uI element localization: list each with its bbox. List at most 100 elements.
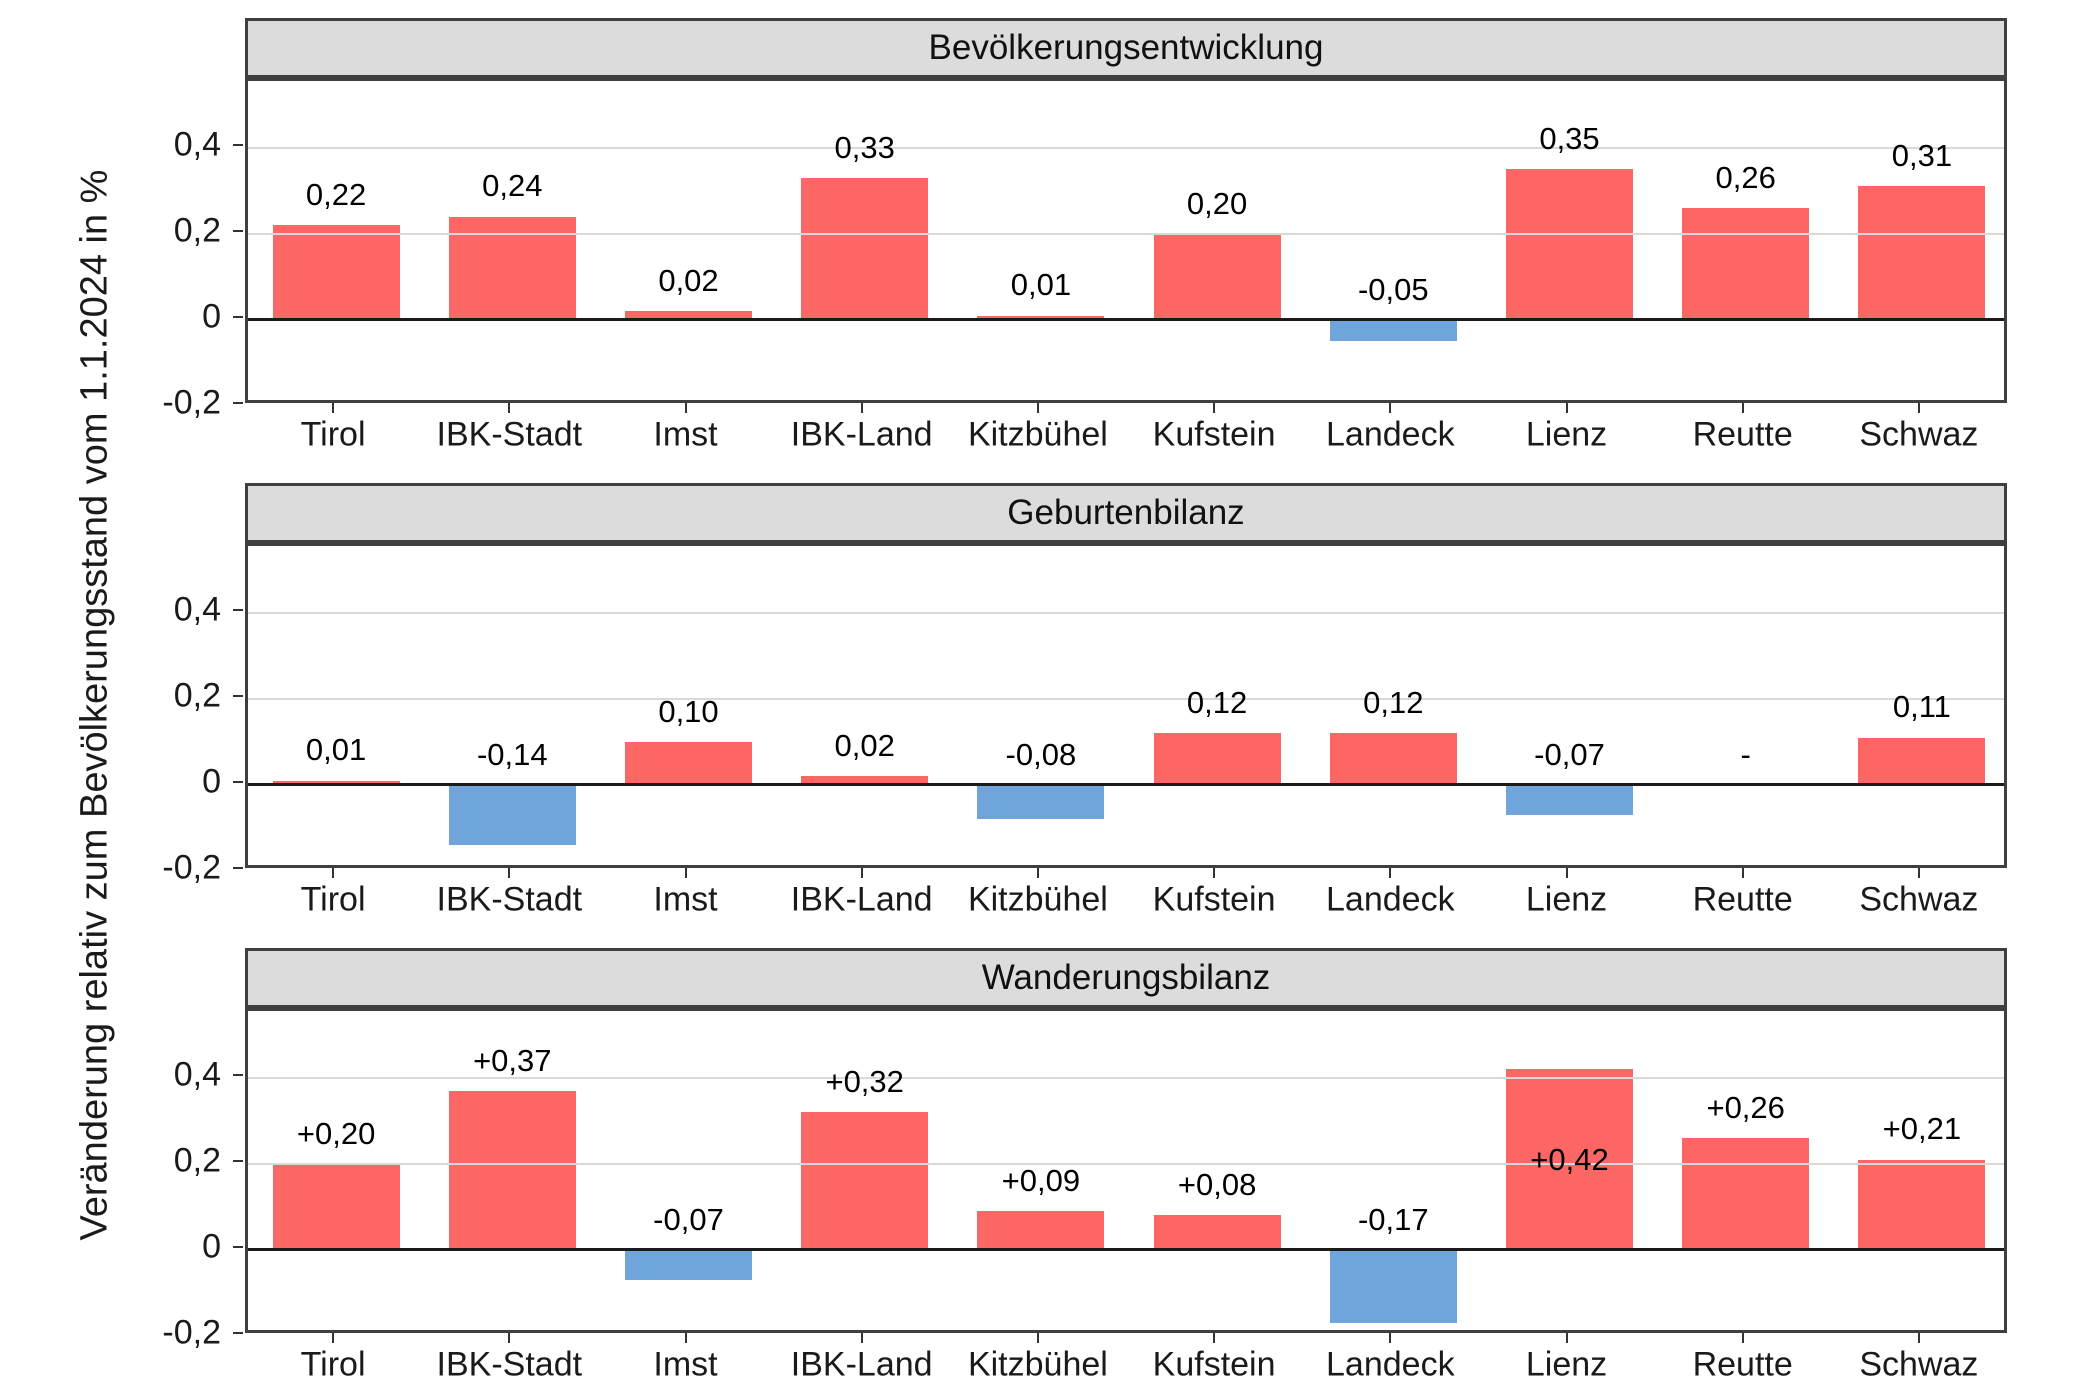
x-axis-label: Reutte	[1692, 415, 1793, 454]
bar	[625, 741, 752, 785]
x-axis-label: Schwaz	[1859, 880, 1979, 919]
y-tick-label: 0,4	[173, 590, 221, 629]
x-axis-label: Lienz	[1525, 880, 1608, 919]
bar	[1506, 169, 1633, 320]
panel-header: Wanderungsbilanz	[245, 948, 2007, 1008]
gridline	[248, 232, 2004, 235]
bar-value-label: 0,01	[305, 732, 367, 768]
zero-line	[248, 318, 2004, 322]
bar-value-label: 0,22	[305, 177, 367, 213]
y-tick-label: 0,4	[173, 1055, 221, 1094]
x-tick	[1389, 403, 1392, 413]
y-tick	[233, 1159, 243, 1162]
bar	[625, 311, 752, 320]
x-tick	[684, 403, 687, 413]
bar	[1858, 186, 1986, 320]
x-axis-label: Kufstein	[1152, 1345, 1276, 1384]
x-axis-label: Lienz	[1525, 1345, 1608, 1384]
x-tick	[508, 868, 511, 878]
plot-area: 0,01 -0,14 0,10 0,02 -0,08 0,12 0,12 -0,07 - 0,11	[245, 543, 2007, 868]
x-axis-label: Schwaz	[1859, 1345, 1979, 1384]
bar-value-label: +0,32	[825, 1064, 904, 1100]
bar	[801, 177, 929, 320]
bar	[1858, 737, 1986, 785]
bar	[801, 1112, 929, 1250]
x-tick	[1741, 868, 1744, 878]
x-axis-label: IBK-Stadt	[436, 880, 583, 919]
x-axis-label: IBK-Land	[790, 415, 933, 454]
panel-header: Bevölkerungsentwicklung	[245, 18, 2007, 78]
y-tick	[233, 867, 243, 869]
x-tick	[1917, 1333, 1920, 1343]
x-axis-label: Kitzbühel	[967, 415, 1108, 454]
plot-area: 0,22 0,24 0,02 0,33 0,01 0,20 -0,05 0,35 0,26 0,3…	[245, 78, 2007, 403]
bar-value-label: 0,10	[658, 693, 719, 729]
gridline	[248, 697, 2004, 700]
y-tick	[233, 229, 243, 232]
x-tick	[860, 1333, 863, 1343]
bar-value-label: -0,17	[1357, 1201, 1429, 1237]
x-axis-label: Schwaz	[1859, 415, 1979, 454]
x-axis-label: Reutte	[1692, 1345, 1793, 1384]
bar	[801, 776, 929, 785]
bar-value-label: +0,42	[1530, 1141, 1609, 1177]
x-axis-label: IBK-Stadt	[436, 415, 583, 454]
bar-value-label: -0,05	[1357, 271, 1429, 307]
y-tick-label: 0,2	[173, 676, 221, 715]
bar	[1682, 1137, 1810, 1250]
plot-area: +0,20 +0,37 -0,07 +0,32 +0,09 +0,08 -0,17 +0,42…	[245, 1008, 2007, 1333]
bar	[1858, 1159, 1986, 1250]
x-tick	[1036, 403, 1039, 413]
y-tick	[233, 1073, 243, 1076]
y-tick	[233, 608, 243, 611]
x-axis-label: Kitzbühel	[967, 880, 1108, 919]
bar-value-label: 0,20	[1186, 185, 1248, 221]
x-axis-label: Lienz	[1525, 415, 1608, 454]
y-tick-label: 0	[202, 762, 221, 801]
x-axis-label: Tirol	[300, 880, 366, 919]
x-tick	[684, 1333, 687, 1343]
x-tick	[1213, 403, 1216, 413]
x-tick	[1917, 868, 1920, 878]
gridline	[248, 1162, 2004, 1165]
x-tick	[1036, 1333, 1039, 1343]
gridline	[248, 146, 2004, 149]
bar-value-label: +0,08	[1177, 1167, 1257, 1203]
x-axis-label: Tirol	[300, 1345, 366, 1384]
bar	[1506, 1069, 1633, 1250]
x-tick	[332, 1333, 335, 1343]
zero-line	[248, 783, 2004, 787]
bar	[977, 315, 1105, 320]
x-tick	[1389, 1333, 1392, 1343]
x-tick	[508, 1333, 511, 1343]
gridline	[248, 1076, 2004, 1079]
bar	[1329, 319, 1457, 342]
x-axis-label: Imst	[653, 415, 718, 454]
bar	[448, 1090, 576, 1250]
y-tick-label: 0,4	[173, 125, 221, 164]
x-axis-label: Kufstein	[1152, 415, 1276, 454]
y-tick	[233, 402, 243, 404]
x-axis-label: Landeck	[1326, 415, 1455, 454]
x-tick	[860, 868, 863, 878]
bar	[448, 784, 576, 846]
bar-value-label: 0,35	[1539, 121, 1600, 157]
bar-value-label: -	[1740, 736, 1751, 772]
x-tick	[1565, 1333, 1568, 1343]
bar-value-label: 0,02	[834, 728, 895, 764]
bar-value-label: -0,07	[1534, 736, 1605, 772]
gridline	[248, 611, 2004, 614]
y-tick	[233, 694, 243, 697]
x-axis-label: IBK-Land	[790, 880, 933, 919]
x-tick	[1741, 403, 1744, 413]
bar	[1329, 1249, 1457, 1324]
bar	[1153, 1215, 1281, 1250]
bar-value-label: 0,02	[658, 263, 719, 299]
x-axis-label: Landeck	[1326, 880, 1455, 919]
x-axis-label: Imst	[653, 880, 718, 919]
bar-value-label: 0,11	[1892, 689, 1951, 725]
y-tick-label: 0,2	[173, 1141, 221, 1180]
x-tick	[332, 403, 335, 413]
bar	[272, 225, 400, 320]
